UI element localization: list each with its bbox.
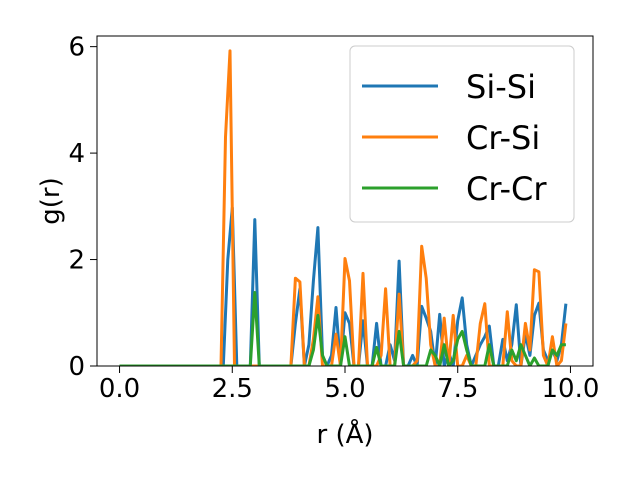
x-tick-label: 5.0	[324, 374, 365, 404]
legend-label-cr-cr: Cr-Cr	[466, 170, 547, 208]
legend-box	[349, 45, 575, 223]
y-axis-label: g(r)	[36, 177, 66, 224]
x-axis-ticks: 0.0 2.5 5.0 7.5 10.0	[99, 366, 600, 404]
x-tick-label: 0.0	[99, 374, 140, 404]
legend-label-cr-si: Cr-Si	[466, 119, 540, 157]
series-layer	[119, 49, 568, 366]
x-tick-label: 10.0	[542, 374, 600, 404]
y-axis-ticks: 0 2 4 6	[68, 33, 97, 382]
y-tick-label: 6	[68, 33, 85, 63]
legend-label-si-si: Si-Si	[466, 68, 536, 106]
y-tick-label: 4	[68, 139, 85, 169]
series-line-cr-si	[119, 49, 568, 366]
x-tick-label: 2.5	[212, 374, 253, 404]
x-axis-label: r (Å)	[316, 418, 373, 450]
legend: Si-Si Cr-Si Cr-Cr	[349, 45, 575, 223]
series-line-cr-cr	[119, 291, 566, 366]
y-tick-label: 2	[68, 246, 85, 276]
x-tick-label: 7.5	[437, 374, 478, 404]
y-tick-label: 0	[68, 352, 85, 382]
series-line-si-si	[119, 206, 568, 366]
